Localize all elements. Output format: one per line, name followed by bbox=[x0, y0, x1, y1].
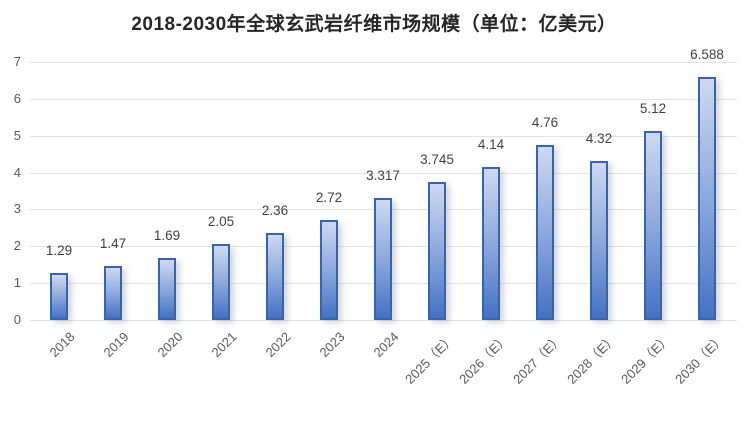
bar bbox=[644, 131, 662, 320]
x-axis-label: 2030（E） bbox=[672, 331, 728, 387]
data-label: 1.47 bbox=[99, 235, 127, 251]
data-label: 2.72 bbox=[315, 189, 343, 205]
y-axis-label: 6 bbox=[13, 90, 21, 106]
bar bbox=[428, 182, 446, 320]
x-axis-label: 2024 bbox=[370, 329, 402, 361]
x-axis-label: 2026（E） bbox=[456, 331, 512, 387]
gridline bbox=[30, 135, 737, 137]
x-axis-label: 2027（E） bbox=[510, 331, 566, 387]
data-label: 6.588 bbox=[690, 47, 724, 63]
y-axis-label: 5 bbox=[13, 127, 21, 143]
x-axis-label: 2023 bbox=[316, 329, 348, 361]
data-label: 3.745 bbox=[420, 152, 454, 167]
bar bbox=[482, 167, 500, 320]
data-label: 4.76 bbox=[531, 114, 559, 130]
gridline bbox=[30, 98, 737, 100]
y-axis-label: 1 bbox=[13, 275, 21, 291]
bar bbox=[590, 160, 608, 320]
gridline bbox=[30, 320, 737, 321]
y-axis-label: 2 bbox=[13, 238, 21, 254]
bar bbox=[698, 77, 716, 320]
data-label: 2.05 bbox=[207, 214, 235, 230]
bar bbox=[320, 219, 338, 320]
bar bbox=[158, 257, 176, 320]
bar bbox=[374, 197, 392, 320]
bar bbox=[50, 272, 68, 320]
y-axis-label: 7 bbox=[13, 54, 21, 69]
data-label: 2.36 bbox=[261, 203, 289, 218]
data-label: 4.32 bbox=[585, 130, 613, 146]
gridline bbox=[30, 172, 737, 174]
x-axis-label: 2020 bbox=[154, 329, 186, 361]
x-axis-label: 2022 bbox=[262, 329, 294, 361]
data-label: 4.14 bbox=[477, 137, 505, 153]
bar bbox=[266, 233, 284, 320]
gridline bbox=[30, 62, 737, 63]
y-axis-label: 4 bbox=[13, 164, 21, 180]
x-axis-label: 2019 bbox=[100, 329, 132, 361]
x-axis-label: 2021 bbox=[208, 329, 240, 361]
data-label: 5.12 bbox=[639, 101, 667, 117]
x-axis-label: 2028（E） bbox=[564, 331, 620, 387]
bar bbox=[104, 265, 122, 320]
data-label: 1.69 bbox=[153, 227, 181, 243]
x-axis-label: 2029（E） bbox=[618, 331, 674, 387]
x-axis-label: 2025（E） bbox=[402, 331, 458, 387]
y-axis-label: 3 bbox=[13, 201, 21, 217]
chart-title: 2018-2030年全球玄武岩纤维市场规模（单位：亿美元） bbox=[131, 14, 617, 35]
y-axis-label: 0 bbox=[13, 312, 21, 327]
bar bbox=[536, 144, 554, 320]
bar bbox=[212, 244, 230, 320]
data-label: 1.29 bbox=[45, 242, 73, 258]
data-label: 3.317 bbox=[366, 167, 400, 183]
x-axis-label: 2018 bbox=[46, 329, 78, 361]
